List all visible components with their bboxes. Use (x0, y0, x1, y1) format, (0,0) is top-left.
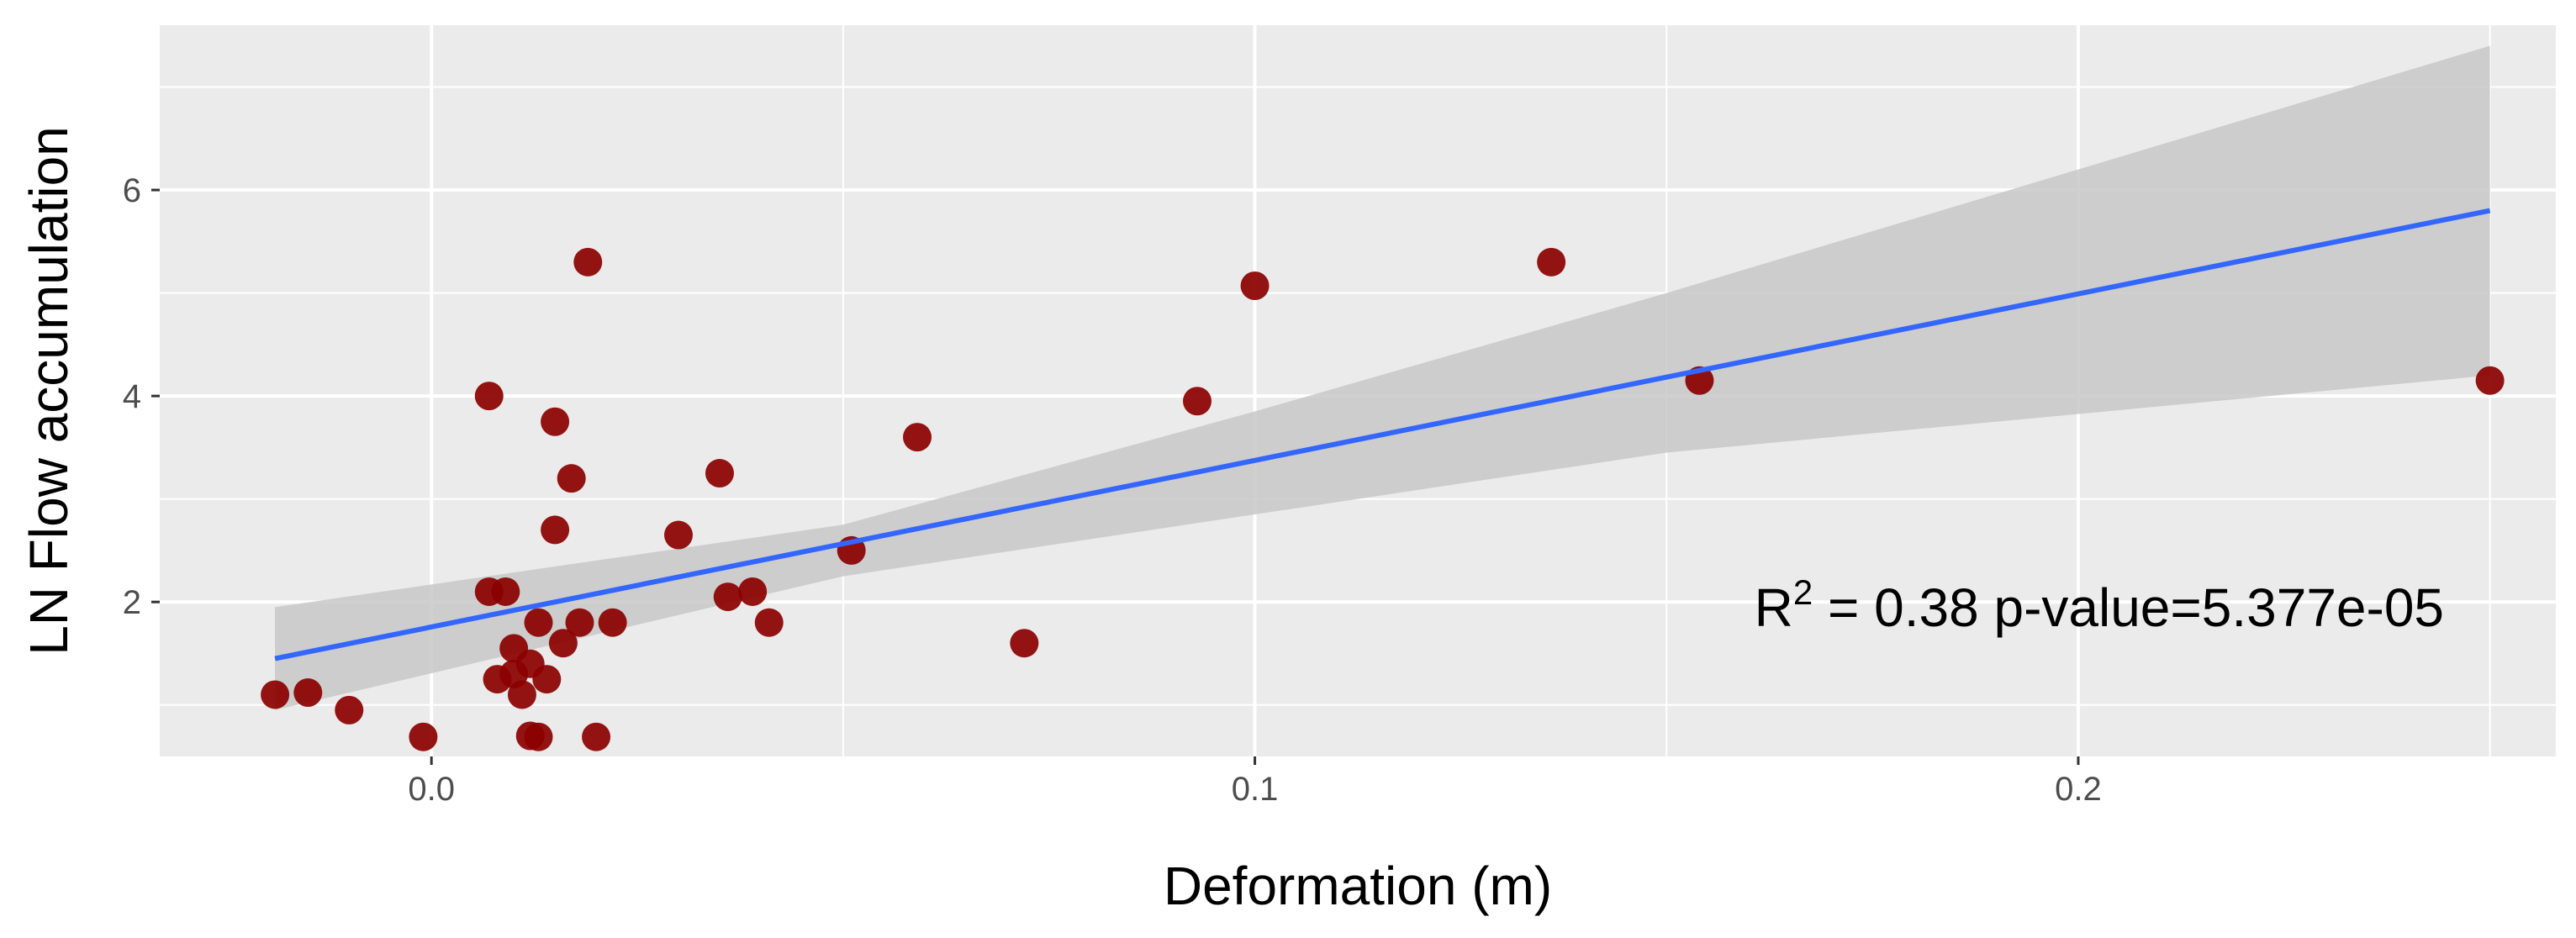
stats-annotation: R2 = 0.38 p-value=5.377e-05 (1755, 572, 2444, 638)
data-point (2475, 366, 2505, 395)
data-point (1010, 629, 1039, 658)
data-point (903, 423, 932, 452)
data-point (705, 459, 734, 488)
x-tick-label: 0.2 (2055, 771, 2102, 808)
data-point (524, 722, 553, 751)
data-points (261, 247, 2505, 751)
data-point (335, 695, 364, 725)
y-tick-label: 2 (123, 584, 141, 621)
data-point (524, 608, 553, 637)
data-point (573, 247, 603, 277)
axis-ticks: 0.0 0.1 0.2 2 4 6 (123, 172, 2102, 808)
data-point (541, 407, 570, 436)
data-point (409, 722, 438, 751)
data-point (557, 464, 586, 493)
data-point (491, 577, 520, 606)
y-axis-title: LN Flow accumulation (18, 126, 79, 656)
y-tick-label: 6 (123, 172, 141, 209)
confidence-band (275, 45, 2490, 710)
data-point (713, 582, 742, 612)
data-point (754, 608, 784, 637)
data-point (1183, 387, 1212, 416)
data-point (1537, 247, 1566, 277)
x-tick-label: 0.1 (1232, 771, 1279, 808)
r-squared-label: R (1755, 577, 1793, 638)
data-point (565, 608, 594, 637)
r-squared-exponent: 2 (1793, 572, 1813, 612)
x-tick-label: 0.0 (408, 771, 455, 808)
data-point (664, 520, 694, 550)
data-point (293, 678, 323, 708)
data-point (532, 665, 562, 694)
data-point (598, 608, 627, 637)
data-point (1240, 271, 1270, 301)
data-point (548, 629, 578, 658)
y-tick-label: 4 (123, 378, 141, 415)
regression-line (274, 208, 2491, 661)
data-point (474, 382, 504, 411)
x-axis-title: Deformation (m) (1164, 856, 1552, 916)
data-point (738, 577, 768, 606)
stats-text: = 0.38 p-value=5.377e-05 (1813, 577, 2444, 638)
data-point (261, 680, 290, 709)
data-point (507, 680, 536, 709)
data-point (582, 722, 611, 751)
data-point (541, 515, 570, 545)
